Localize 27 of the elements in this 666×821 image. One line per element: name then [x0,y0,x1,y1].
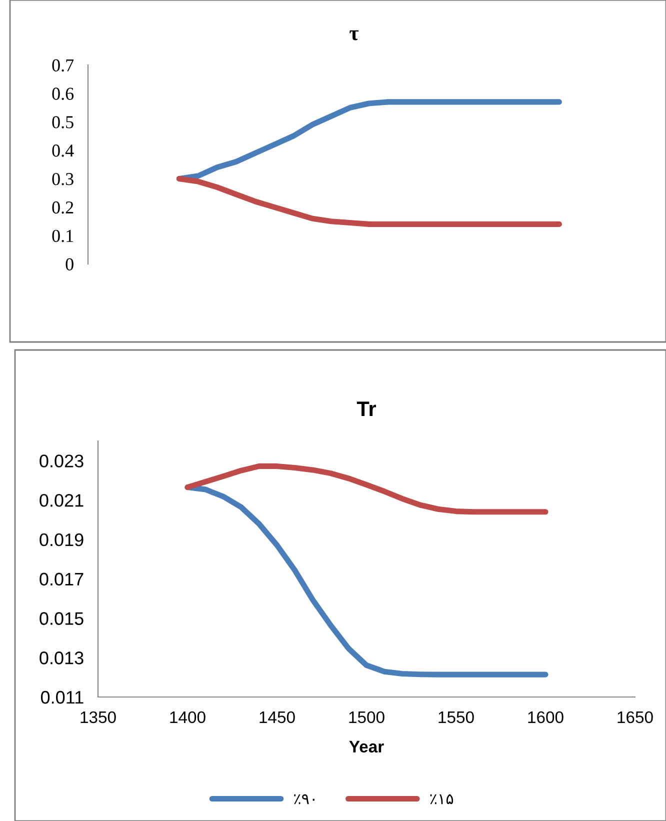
x-tick-label: 1400 [170,711,206,724]
y-tick-label: 0.015 [40,612,84,625]
chart-title: τ [350,30,359,40]
y-tick-label: 0.7 [52,59,74,72]
x-tick-label: 1650 [618,711,653,724]
y-tick-label: 0.019 [40,533,84,546]
y-tick-label: 0 [66,258,74,270]
y-tick-label: 0.6 [52,88,74,100]
y-tick-label: 0.023 [40,454,84,468]
y-tick-label: 0.011 [40,690,84,704]
x-tick-label: 1550 [438,711,474,724]
y-tick-label: 0.2 [52,201,74,214]
legend-label: ٪۱۵ [430,794,454,804]
y-tick-label: 0.3 [52,172,74,186]
x-tick-label: 1600 [528,711,564,724]
x-tick-label: 1500 [349,711,384,724]
y-tick-label: 0.017 [40,572,84,586]
y-tick-label: 0.021 [40,494,84,507]
legend-label: ٪۹۰ [294,794,314,804]
y-tick-label: 0.4 [52,144,74,157]
x-axis-title: Year [349,740,384,753]
y-tick-label: 0.1 [52,230,74,242]
x-tick-label: 1350 [80,711,116,724]
chart-title: Tr [356,402,376,416]
y-tick-label: 0.5 [52,116,74,128]
y-tick-label: 0.013 [40,652,84,664]
x-tick-label: 1450 [260,711,295,724]
